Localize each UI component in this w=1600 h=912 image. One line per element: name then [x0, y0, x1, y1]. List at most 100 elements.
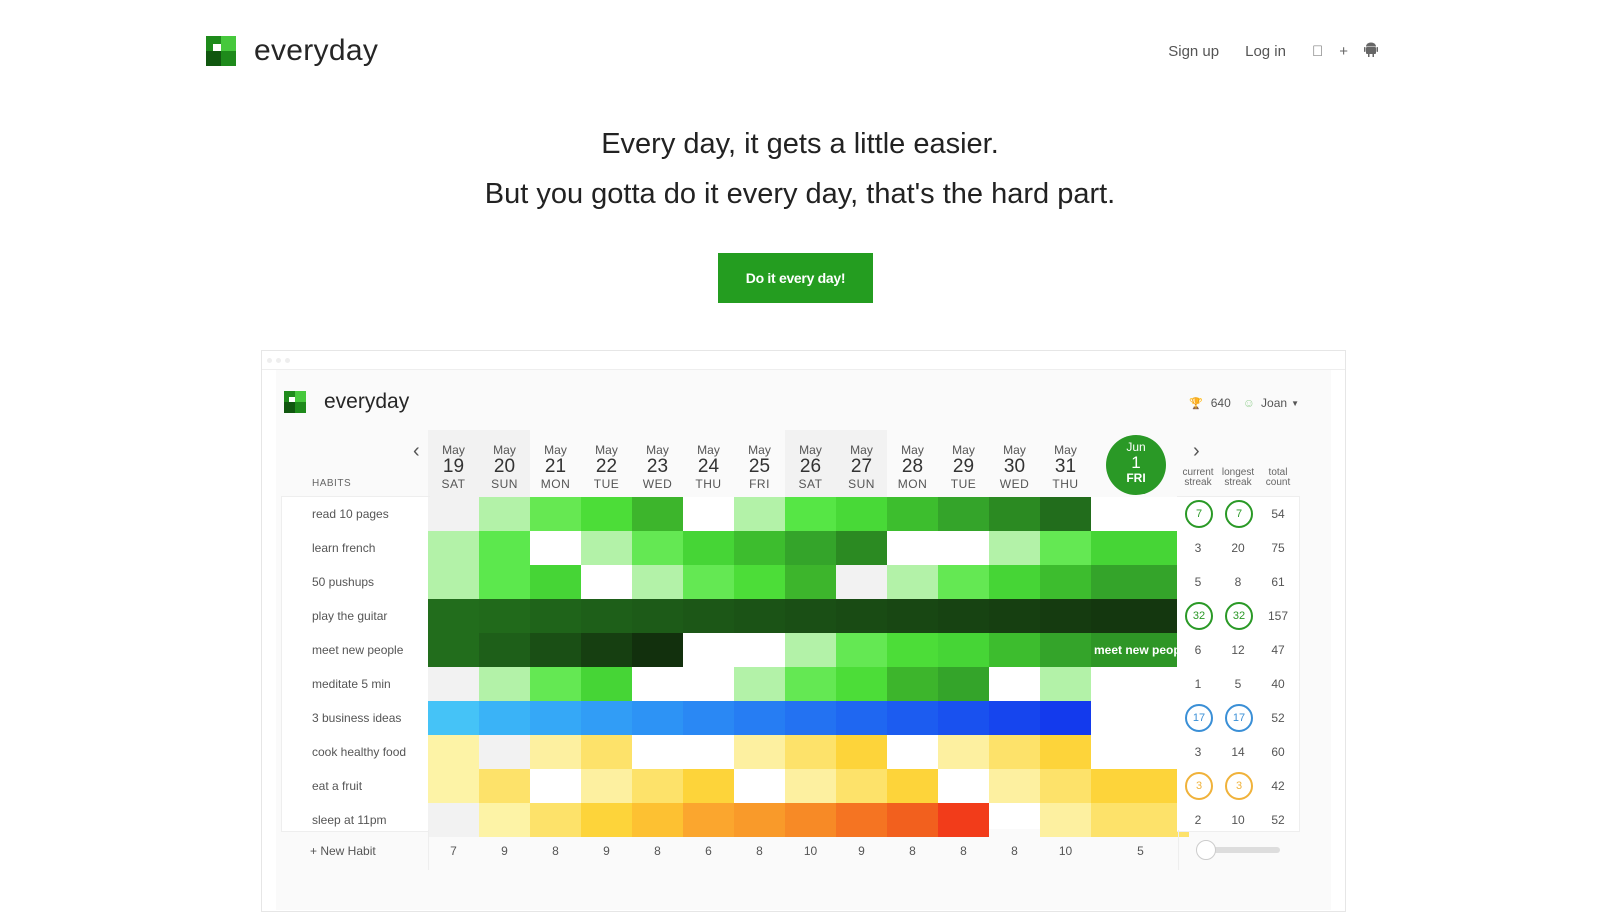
habit-day-cell[interactable] — [530, 633, 581, 667]
habit-day-cell[interactable] — [632, 531, 683, 565]
habit-day-cell[interactable] — [683, 531, 734, 565]
habit-name[interactable]: eat a fruit — [312, 779, 363, 793]
habit-name[interactable]: learn french — [312, 541, 376, 555]
habit-day-cell[interactable] — [530, 735, 581, 769]
cta-button[interactable]: Do it every day! — [718, 253, 873, 303]
habit-day-cell[interactable] — [734, 769, 785, 803]
habit-day-cell[interactable] — [785, 531, 836, 565]
habit-day-cell[interactable] — [632, 701, 683, 735]
habit-day-cell[interactable] — [479, 531, 530, 565]
app-logo[interactable]: everyday — [284, 390, 409, 414]
habit-day-cell[interactable] — [632, 497, 683, 531]
habit-day-cell[interactable] — [1091, 667, 1189, 701]
habit-name[interactable]: meet new people — [312, 643, 404, 657]
habit-day-cell[interactable] — [887, 735, 938, 769]
habit-day-cell[interactable] — [989, 769, 1040, 803]
habit-day-cell[interactable] — [530, 769, 581, 803]
habit-day-cell[interactable] — [785, 803, 836, 837]
login-link[interactable]: Log in — [1245, 43, 1286, 60]
habit-day-cell[interactable] — [938, 599, 989, 633]
habit-day-cell[interactable] — [479, 803, 530, 837]
habit-day-cell[interactable] — [1091, 701, 1189, 735]
habit-day-cell[interactable] — [989, 735, 1040, 769]
habit-day-cell[interactable] — [1040, 667, 1091, 701]
habit-day-cell[interactable] — [836, 803, 887, 837]
habit-day-cell[interactable] — [938, 531, 989, 565]
habit-day-cell[interactable] — [479, 769, 530, 803]
habit-name[interactable]: 3 business ideas — [312, 711, 402, 725]
habit-name[interactable]: cook healthy food — [312, 745, 407, 759]
habit-day-cell[interactable] — [428, 769, 479, 803]
habit-day-cell[interactable] — [734, 497, 785, 531]
habit-day-cell[interactable] — [428, 565, 479, 599]
habit-day-cell[interactable] — [479, 701, 530, 735]
chevron-down-icon[interactable]: ▼ — [1291, 398, 1299, 408]
habit-day-cell[interactable] — [938, 701, 989, 735]
habit-day-cell[interactable] — [1040, 497, 1091, 531]
habit-day-cell[interactable] — [1040, 735, 1091, 769]
habit-day-cell[interactable] — [581, 803, 632, 837]
habit-day-cell[interactable] — [836, 565, 887, 599]
habit-day-cell[interactable] — [1091, 599, 1189, 633]
habit-day-cell[interactable] — [734, 565, 785, 599]
habit-day-cell[interactable] — [734, 701, 785, 735]
habit-day-cell[interactable] — [887, 565, 938, 599]
habit-day-cell[interactable] — [581, 633, 632, 667]
habit-day-cell[interactable] — [1040, 803, 1091, 837]
habit-day-cell[interactable] — [632, 769, 683, 803]
habit-day-cell[interactable] — [785, 769, 836, 803]
habit-day-cell[interactable] — [683, 565, 734, 599]
habit-name[interactable]: meditate 5 min — [312, 677, 391, 691]
habit-day-cell[interactable] — [836, 599, 887, 633]
habit-day-cell[interactable] — [1091, 633, 1189, 667]
habit-day-cell[interactable] — [479, 599, 530, 633]
habit-day-cell[interactable] — [1040, 633, 1091, 667]
habit-day-cell[interactable] — [428, 803, 479, 837]
habit-day-cell[interactable] — [1040, 701, 1091, 735]
zoom-slider[interactable] — [1196, 840, 1280, 860]
habit-day-cell[interactable] — [989, 667, 1040, 701]
habit-day-cell[interactable] — [683, 497, 734, 531]
habit-day-cell[interactable] — [683, 735, 734, 769]
user-menu[interactable]: Joan — [1261, 396, 1288, 410]
habit-day-cell[interactable] — [530, 803, 581, 837]
habit-day-cell[interactable] — [734, 667, 785, 701]
habit-day-cell[interactable] — [785, 633, 836, 667]
habit-day-cell[interactable] — [938, 735, 989, 769]
habit-day-cell[interactable] — [734, 633, 785, 667]
habit-day-cell[interactable] — [428, 531, 479, 565]
habit-day-cell[interactable] — [683, 667, 734, 701]
habit-name[interactable]: sleep at 11pm — [312, 813, 387, 827]
habit-day-cell[interactable] — [785, 599, 836, 633]
habit-day-cell[interactable] — [632, 667, 683, 701]
habit-day-cell[interactable] — [1091, 769, 1189, 803]
habit-day-cell[interactable] — [734, 735, 785, 769]
habit-day-cell[interactable] — [530, 531, 581, 565]
habit-day-cell[interactable] — [836, 667, 887, 701]
android-icon[interactable] — [1364, 42, 1378, 61]
habit-day-cell[interactable] — [785, 667, 836, 701]
habit-day-cell[interactable] — [428, 497, 479, 531]
habit-day-cell[interactable] — [989, 497, 1040, 531]
habit-name[interactable]: read 10 pages — [312, 507, 389, 521]
habit-day-cell[interactable] — [1091, 803, 1189, 837]
habit-day-cell[interactable] — [887, 701, 938, 735]
habit-day-cell[interactable] — [530, 701, 581, 735]
habit-day-cell[interactable] — [836, 735, 887, 769]
habit-day-cell[interactable] — [683, 803, 734, 837]
habit-day-cell[interactable] — [989, 701, 1040, 735]
habit-day-cell[interactable] — [734, 531, 785, 565]
habit-day-cell[interactable] — [938, 565, 989, 599]
habit-day-cell[interactable] — [479, 735, 530, 769]
habit-day-cell[interactable] — [428, 667, 479, 701]
habit-day-cell[interactable] — [683, 701, 734, 735]
habit-day-cell[interactable] — [989, 599, 1040, 633]
habit-day-cell[interactable] — [530, 565, 581, 599]
habit-day-cell[interactable] — [428, 633, 479, 667]
habit-day-cell[interactable] — [785, 701, 836, 735]
habit-day-cell[interactable] — [632, 803, 683, 837]
habit-day-cell[interactable] — [428, 701, 479, 735]
habit-day-cell[interactable] — [887, 497, 938, 531]
habit-day-cell[interactable] — [938, 633, 989, 667]
habit-day-cell[interactable] — [581, 599, 632, 633]
